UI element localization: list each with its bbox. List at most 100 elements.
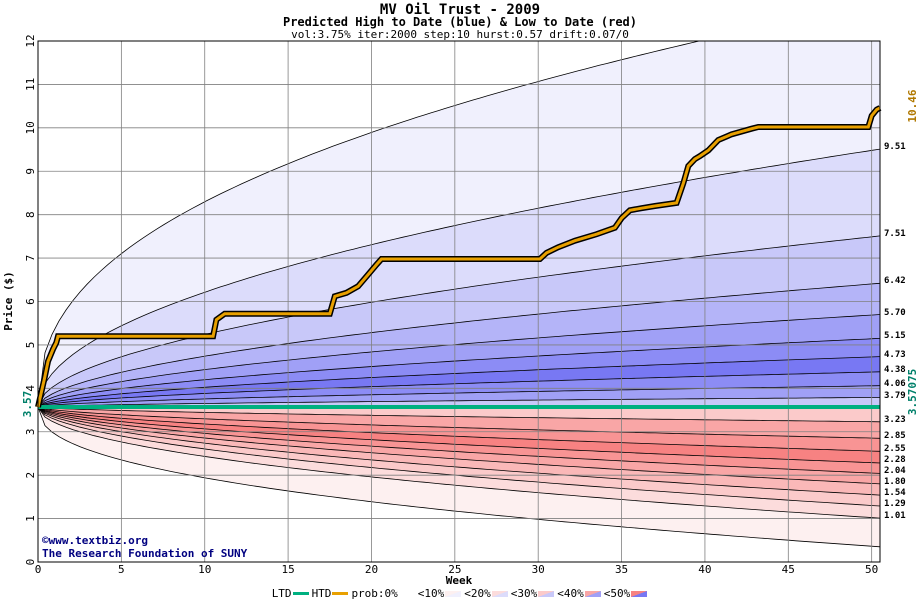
x-tick-label: 45 (782, 563, 795, 576)
legend-prob-50-label: <50% (603, 587, 631, 600)
high-band-6 (38, 356, 880, 407)
y-tick-label: 11 (24, 78, 37, 91)
y-tick-label: 0 (24, 559, 37, 566)
low-band-3 (38, 407, 880, 496)
band-line-13 (38, 406, 880, 496)
legend-ltd-swatch (292, 592, 309, 595)
low-band-1 (38, 407, 880, 519)
band-end-label: 2.04 (884, 466, 906, 476)
legend-prob-40-label: <40% (557, 587, 584, 600)
band-line-4 (38, 314, 880, 408)
legend-prob-10-swatch (445, 590, 462, 597)
legend-prob-20-swatch (491, 590, 508, 597)
low-band-0 (38, 407, 880, 547)
legend-prob-50-swatch (631, 590, 648, 597)
band-end-label: 5.70 (884, 308, 906, 318)
plot-frame (37, 40, 881, 563)
x-tick-label: 35 (615, 563, 628, 576)
high-band-8 (38, 385, 880, 407)
band-end-label: 6.42 (884, 276, 906, 286)
band-end-label: 1.29 (884, 499, 906, 509)
x-tick-label: 15 (281, 563, 294, 576)
band-end-label: 1.01 (884, 511, 906, 521)
low-band-9 (38, 407, 880, 422)
ltd-final-label: 3.57075 (906, 369, 919, 415)
legend-prob-30-swatch (538, 590, 555, 597)
credit-organization: The Research Foundation of SUNY (42, 547, 248, 560)
band-line-10 (38, 406, 880, 548)
value-labels: 9.51 7.51 6.42 5.70 5.15 4.73 4.38 4.06 3.79 3.23… (884, 142, 906, 521)
y-tick-label: 4 (24, 385, 37, 392)
band-line-18 (38, 406, 880, 439)
x-tick-label: 20 (365, 563, 378, 576)
band-line-6 (38, 356, 880, 408)
data-series (35, 105, 882, 409)
legend-prob-0-swatch (398, 590, 415, 597)
band-end-label: 2.85 (884, 431, 906, 441)
x-tick-label: 10 (198, 563, 211, 576)
x-tick-label: 40 (698, 563, 711, 576)
y-tick-label: 1 (24, 515, 37, 522)
band-end-label: 7.51 (884, 229, 906, 239)
band-line-15 (38, 406, 880, 474)
high-band-9 (38, 397, 880, 407)
low-band-2 (38, 407, 880, 506)
legend-ltd: LTD (272, 587, 310, 600)
band-end-label: 4.38 (884, 365, 906, 375)
legend-prob-0: prob:0% (351, 587, 415, 600)
high-band-0 (38, 41, 880, 407)
htd-series-line (36, 106, 881, 408)
probability-bands (38, 41, 880, 547)
y-tick-label: 8 (24, 211, 37, 218)
y-tick-label: 2 (24, 472, 37, 479)
legend: LTD HTD prob:0% <10% <20% <30% <40% <50% (0, 587, 920, 600)
y-tick-label: 9 (24, 168, 37, 175)
high-band-3 (38, 283, 880, 407)
band-end-label: 1.54 (884, 488, 906, 498)
y-tick-label: 6 (24, 298, 37, 305)
band-line-11 (38, 406, 880, 519)
legend-prob-40-swatch (584, 590, 601, 597)
band-line-8 (38, 385, 880, 408)
legend-prob-20: <20% (464, 587, 509, 600)
band-end-label: 3.23 (884, 415, 906, 425)
legend-prob-30: <30% (511, 587, 556, 600)
band-end-label: 5.15 (884, 331, 906, 341)
band-end-label: 4.73 (884, 350, 906, 360)
low-band-4 (38, 407, 880, 484)
y-axis-label: Price ($) (2, 271, 15, 331)
band-line-14 (38, 406, 880, 485)
credit-website: ©www.textbiz.org (42, 534, 148, 547)
band-line-2 (38, 235, 880, 408)
legend-prob-10: <10% (418, 587, 463, 600)
y-tick-label: 12 (24, 34, 37, 47)
low-band-5 (38, 407, 880, 474)
legend-prob-10-label: <10% (417, 587, 445, 600)
band-line-0 (38, 41, 702, 408)
band-end-label: 2.55 (884, 444, 906, 454)
band-end-label: 2.28 (884, 455, 906, 465)
x-tick-label: 50 (865, 563, 878, 576)
high-band-1 (38, 149, 880, 407)
band-line-16 (38, 406, 880, 464)
band-line-7 (38, 371, 880, 408)
chart-parameters: vol:3.75% iter:2000 step:10 hurst:0.57 d… (291, 28, 629, 41)
legend-prob-50: <50% (604, 587, 649, 600)
y-tick-label: 7 (24, 255, 37, 262)
y-tick-label: 3 (24, 428, 37, 435)
x-tick-label: 5 (118, 563, 125, 576)
legend-htd: HTD (312, 587, 350, 600)
y-tick-label: 10 (24, 121, 37, 134)
high-band-2 (38, 235, 880, 407)
high-band-7 (38, 371, 880, 407)
legend-prob-30-label: <30% (510, 587, 538, 600)
chart-title: MV Oil Trust - 2009 (379, 2, 541, 18)
legend-prob-20-label: <20% (464, 587, 491, 600)
x-tick-label: 30 (532, 563, 545, 576)
low-band-6 (38, 407, 880, 463)
band-end-label: 4.06 (884, 379, 906, 389)
band-end-label: 1.80 (884, 477, 906, 487)
y-tick-label: 5 (24, 342, 37, 349)
low-band-8 (38, 407, 880, 439)
